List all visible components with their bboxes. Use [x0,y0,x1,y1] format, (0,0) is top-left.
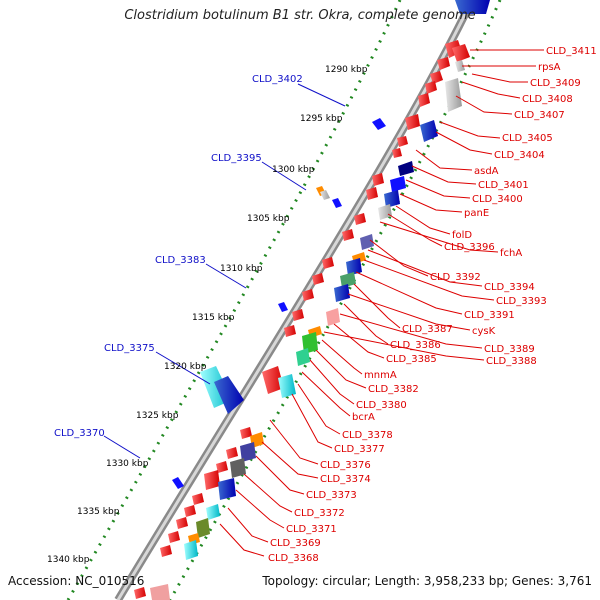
gene-label-right: CLD_3389 [484,344,535,355]
gene-label-right: CLD_3385 [386,354,437,365]
gene-label-right: rpsA [538,62,561,73]
scale-label: 1295 kbp [300,114,343,124]
gene-label-right: CLD_3382 [368,384,419,395]
scale-label: 1315 kbp [192,313,235,323]
scale-label: 1340 kbp [47,555,90,565]
gene-label-right: CLD_3407 [514,110,565,121]
scale-label: 1290 kbp [325,65,368,75]
gene-label-right: CLD_3372 [294,508,345,519]
gene-label-right: cysK [472,326,496,337]
gene-label-right: CLD_3396 [444,242,495,253]
gene-label-right: bcrA [352,412,375,423]
gene-label-right: CLD_3408 [522,94,573,105]
gene-label-right: CLD_3377 [334,444,385,455]
scale-label: 1305 kbp [247,214,290,224]
gene-label-right: asdA [474,166,499,177]
gene-label-right: CLD_3371 [286,524,337,535]
gene-label-right: CLD_3394 [484,282,535,293]
gene-label-right: CLD_3391 [464,310,515,321]
scale-label: 1310 kbp [220,264,263,274]
scale-label: 1320 kbp [164,362,207,372]
gene-label-right: CLD_3392 [430,272,481,283]
gene-label-right: CLD_3405 [502,133,553,144]
gene-label-right: CLD_3378 [342,430,393,441]
gene-markers-outer [134,0,490,600]
gene-label-left: CLD_3375 [104,343,155,354]
map-title: Clostridium botulinum B1 str. Okra, comp… [124,8,476,23]
gene-label-right: fchA [500,248,522,259]
gene-label-right: CLD_3401 [478,180,529,191]
gene-label-right: CLD_3411 [546,46,597,57]
gene-label-left: CLD_3395 [211,153,262,164]
gene-label-left: CLD_3383 [155,255,206,266]
gene-label-right: CLD_3374 [320,474,371,485]
gene-label-right: CLD_3369 [270,538,321,549]
gene-label-right: CLD_3386 [390,340,441,351]
gene-label-right: CLD_3368 [268,553,319,564]
gene-label-right: CLD_3373 [306,490,357,501]
gene-label-right: CLD_3393 [496,296,547,307]
gene-label-right: CLD_3400 [472,194,523,205]
gene-markers-inner [172,118,386,489]
gene-label-right: CLD_3404 [494,150,545,161]
scale-label: 1325 kbp [136,411,179,421]
accession-label: Accession: NC_010516 [8,574,145,588]
gene-label-right: folD [452,230,472,241]
scale-label: 1300 kbp [272,165,315,175]
gene-label-right: mnmA [364,370,397,381]
gene-label-right: CLD_3409 [530,78,581,89]
gene-label-left: CLD_3402 [252,74,303,85]
gene-label-right: CLD_3376 [320,460,371,471]
gene-label-right: CLD_3387 [402,324,453,335]
scale-label: 1330 kbp [106,459,149,469]
scale-label: 1335 kbp [77,507,120,517]
topology-label: Topology: circular; Length: 3,958,233 bp… [262,574,592,588]
gene-label-right: panE [464,208,489,219]
gene-label-right: CLD_3388 [486,356,537,367]
gene-label-left: CLD_3370 [54,428,105,439]
gene-label-right: CLD_3380 [356,400,407,411]
